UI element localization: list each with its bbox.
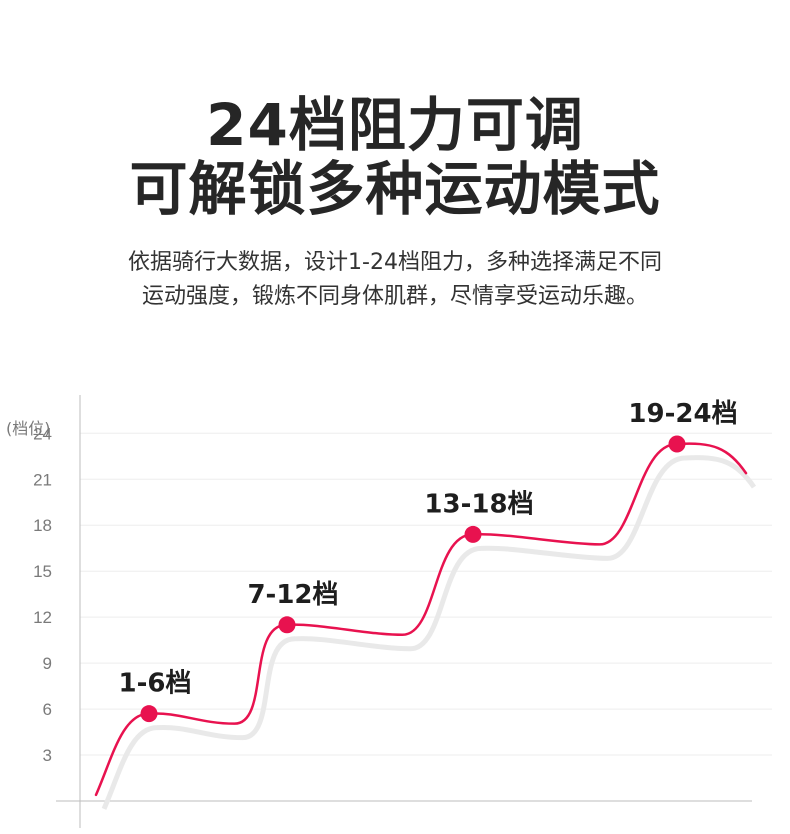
data-label-2: 7-12档	[247, 580, 338, 610]
y-axis-label: (档位)	[6, 419, 51, 438]
y-tick-label: 6	[43, 700, 52, 719]
data-point-2	[278, 616, 296, 634]
data-label-4: 19-24档	[628, 399, 737, 429]
y-tick-label: 24	[33, 424, 52, 443]
data-label-3: 13-18档	[424, 489, 533, 519]
page-title-line1: 24档阻力可调	[206, 91, 584, 159]
y-tick-label: 18	[33, 516, 52, 535]
grid-lines	[80, 432, 772, 756]
page-title-line2: 可解锁多种运动模式	[129, 155, 661, 223]
data-label-1: 1-6档	[119, 669, 192, 699]
y-tick-label: 3	[43, 746, 52, 765]
y-tick-label: 21	[33, 470, 52, 489]
curve-shadow	[101, 455, 757, 810]
description-line1: 依据骑行大数据，设计1-24档阻力，多种选择满足不同	[128, 250, 662, 275]
data-point-3	[464, 525, 482, 543]
data-point-4	[668, 435, 686, 453]
resistance-curve	[94, 442, 748, 797]
data-points: 1-6档 7-12档 13-18档 19-24档	[119, 399, 738, 723]
y-tick-label: 15	[33, 562, 52, 581]
data-point-1	[140, 705, 158, 723]
description-line2: 运动强度，锻炼不同身体肌群，尽情享受运动乐趣。	[141, 284, 648, 309]
y-tick-label: 12	[33, 608, 52, 627]
y-axis-ticks: 3 6 9 12 15 18 21 24	[33, 424, 52, 765]
y-tick-label: 9	[43, 654, 52, 673]
